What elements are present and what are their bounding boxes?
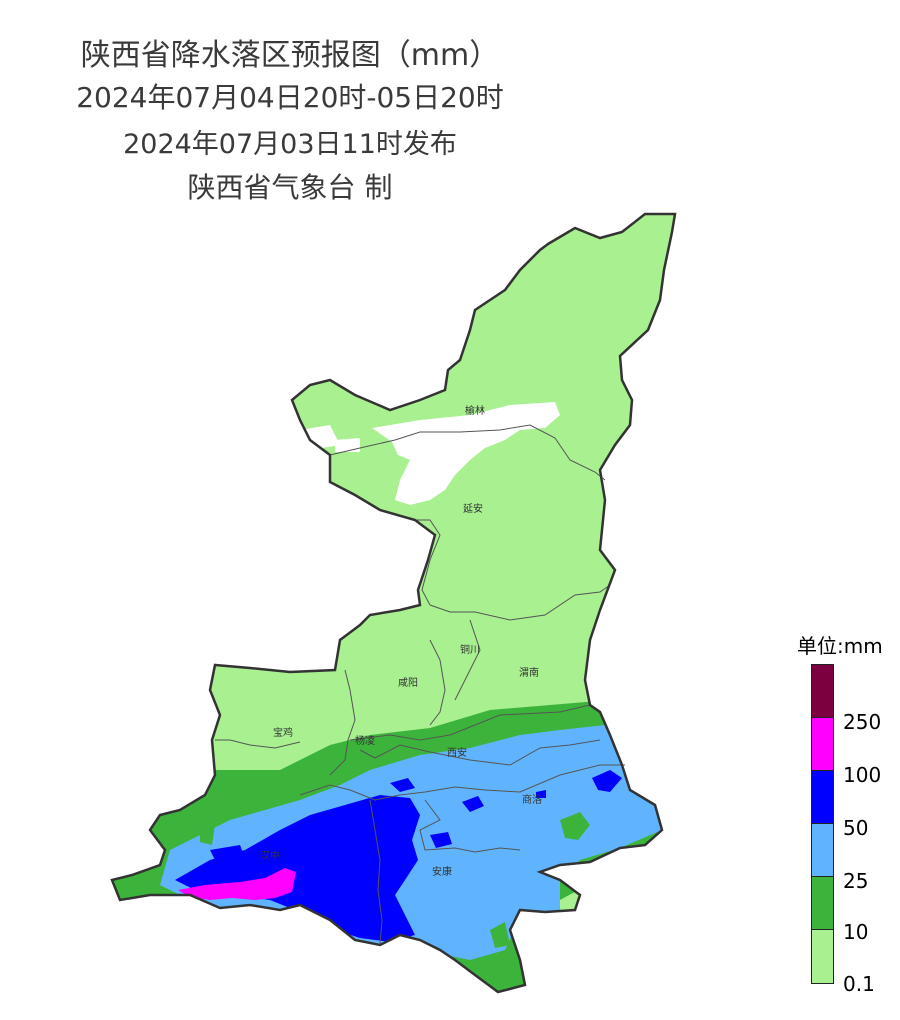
legend-colorbar (811, 664, 834, 984)
city-label-yangling: 杨凌 (355, 734, 375, 747)
legend-label-50: 50 (843, 816, 869, 840)
legend-label-10: 10 (843, 920, 869, 944)
legend-label-25: 25 (843, 869, 869, 893)
city-label-tongchuan: 铜川 (460, 644, 480, 656)
legend-swatch-heavy-rain (812, 824, 833, 877)
legend-swatch-moderate-rain (812, 877, 833, 930)
no-rain-area (300, 402, 560, 505)
city-label-hanzhong: 汉中 (260, 849, 280, 862)
legend-swatch-extreme (812, 665, 833, 718)
map-title: 陕西省降水落区预报图（mm） (80, 38, 500, 73)
legend-label-0.1: 0.1 (843, 972, 875, 996)
city-label-shangluo: 商洛 (522, 793, 542, 806)
city-label-weinan: 渭南 (519, 666, 539, 679)
legend-swatch-rainstorm (812, 771, 833, 824)
rainstorm-area (175, 770, 622, 942)
legend-title: 单位:mm (797, 634, 883, 658)
producer: 陕西省气象台 制 (187, 171, 393, 204)
city-labels: 榆林 延安 铜川 渭南 咸阳 宝鸡 杨凌 西安 商洛 汉中 安康 (260, 404, 542, 878)
legend-swatch-light-rain (812, 930, 833, 983)
city-label-ankang: 安康 (432, 865, 452, 878)
city-label-xian: 西安 (447, 746, 467, 759)
legend-swatch-heavy-rainstorm (812, 718, 833, 771)
forecast-period: 2024年07月04日20时-05日20时 (76, 81, 504, 114)
issue-time: 2024年07月03日11时发布 (123, 129, 457, 160)
city-label-xianyang: 咸阳 (398, 677, 418, 689)
heavy-rainstorm-area (178, 868, 296, 900)
legend-label-250: 250 (843, 710, 882, 734)
city-label-baoji: 宝鸡 (273, 726, 293, 739)
city-label-yulin: 榆林 (465, 404, 485, 417)
city-label-yanan: 延安 (463, 502, 483, 515)
city-boundaries (215, 424, 625, 946)
legend-label-100: 100 (843, 763, 882, 787)
